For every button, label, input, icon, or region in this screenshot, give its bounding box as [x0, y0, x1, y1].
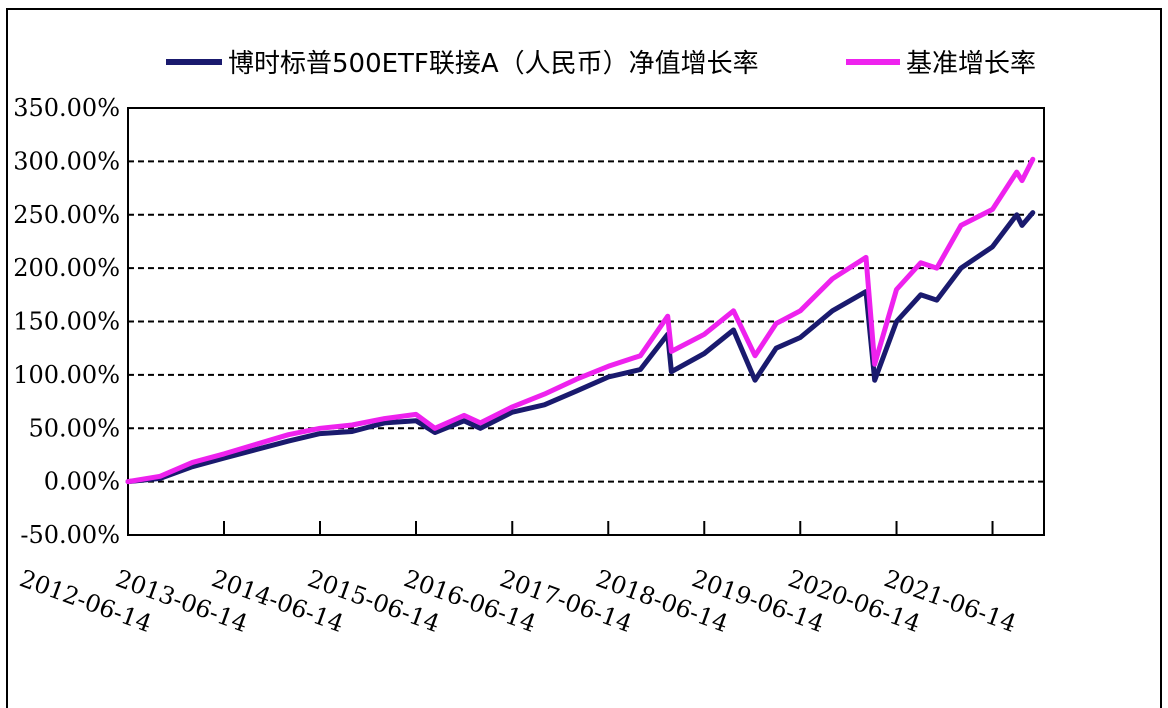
series-line-benchmark: [125, 156, 1036, 485]
y-tick-label: 250.00%: [13, 201, 120, 229]
y-tick-label: -50.00%: [20, 521, 120, 549]
y-tick-label: 200.00%: [13, 254, 120, 282]
series-lines: [125, 156, 1036, 485]
y-tick-label: 50.00%: [28, 414, 120, 442]
grid: [127, 107, 1045, 536]
series-line-fund: [125, 210, 1036, 485]
y-tick-label: 0.00%: [44, 468, 120, 496]
y-axis-ticks: 350.00% 300.00% 250.00% 200.00% 150.00% 100.0…: [13, 94, 120, 549]
plot-border: [127, 107, 1045, 536]
chart-frame: [6, 8, 1162, 708]
x-axis: 2012-06-142013-06-142014-06-142015-06-14…: [16, 521, 1020, 638]
y-tick-label: 100.00%: [13, 361, 120, 389]
chart-svg: 博时标普500ETF联接A（人民币）净值增长率 基准增长率 350.00% 300…: [13, 49, 1045, 638]
y-tick-label: 350.00%: [13, 94, 120, 122]
legend-label-benchmark: 基准增长率: [906, 49, 1036, 79]
y-tick-label: 150.00%: [13, 308, 120, 336]
legend: 博时标普500ETF联接A（人民币）净值增长率 基准增长率: [166, 49, 1036, 79]
y-tick-label: 300.00%: [13, 147, 120, 175]
legend-label-fund: 博时标普500ETF联接A（人民币）净值增长率: [228, 49, 759, 79]
